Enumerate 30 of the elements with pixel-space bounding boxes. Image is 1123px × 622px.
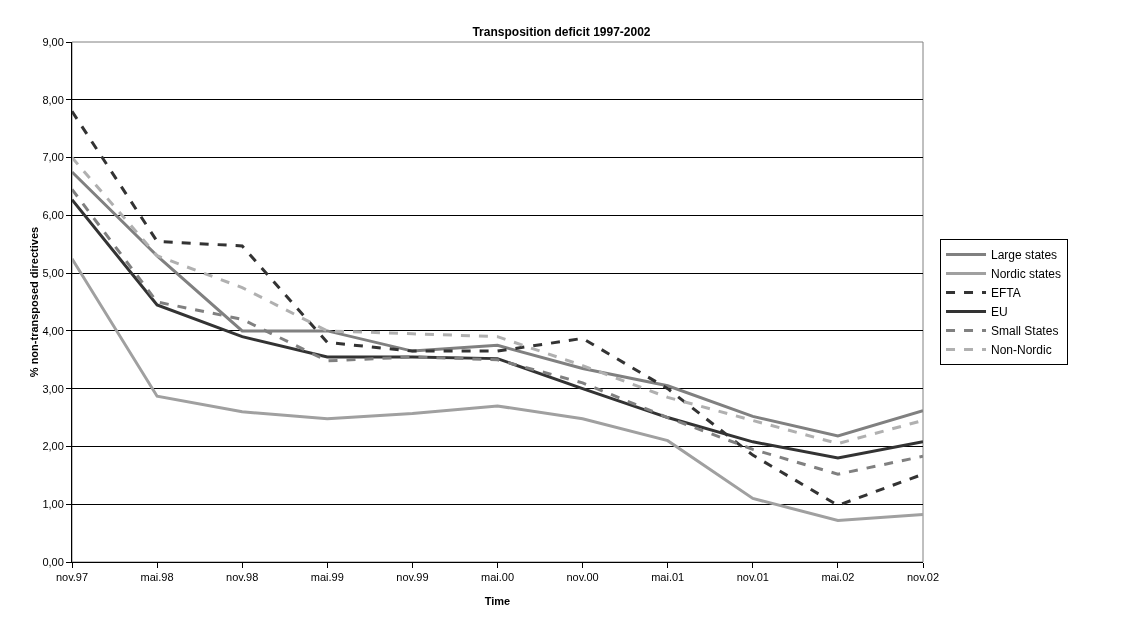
legend-label: Non-Nordic	[991, 343, 1052, 358]
x-tick-label: mai.01	[651, 571, 685, 584]
legend-label: EU	[991, 305, 1008, 320]
legend-label: EFTA	[991, 286, 1021, 301]
y-tick-label: 3,00	[42, 382, 64, 395]
y-tick-label: 9,00	[42, 35, 64, 48]
x-tick-label: nov.98	[226, 571, 259, 584]
x-tick-label: nov.01	[736, 571, 769, 584]
y-tick-label: 0,00	[42, 555, 64, 568]
x-tick-label: mai.02	[821, 571, 855, 584]
y-tick-label: 5,00	[42, 266, 64, 279]
y-tick-label: 7,00	[42, 151, 64, 164]
legend-label: Large states	[991, 248, 1058, 263]
x-tick-label: nov.99	[396, 571, 429, 584]
x-axis-title: Time	[484, 595, 511, 607]
x-tick-label: nov.00	[566, 571, 599, 584]
legend-label: Nordic states	[991, 267, 1062, 282]
y-tick-label: 8,00	[42, 93, 64, 106]
x-tick-label: nov.97	[55, 571, 89, 584]
chart-title: Transposition deficit 1997-2002	[472, 25, 651, 40]
x-tick-label: mai.00	[480, 571, 515, 584]
x-tick-label: mai.99	[310, 571, 344, 584]
y-axis-title: % non-transposed directives	[28, 226, 41, 378]
x-tick-label: nov.02	[906, 571, 940, 584]
x-tick-label: mai.98	[140, 571, 174, 584]
legend-label: Small States	[991, 324, 1059, 339]
y-tick-label: 6,00	[42, 209, 64, 222]
y-tick-label: 1,00	[42, 498, 64, 511]
y-tick-label: 2,00	[42, 440, 64, 453]
y-tick-label: 4,00	[42, 324, 64, 337]
